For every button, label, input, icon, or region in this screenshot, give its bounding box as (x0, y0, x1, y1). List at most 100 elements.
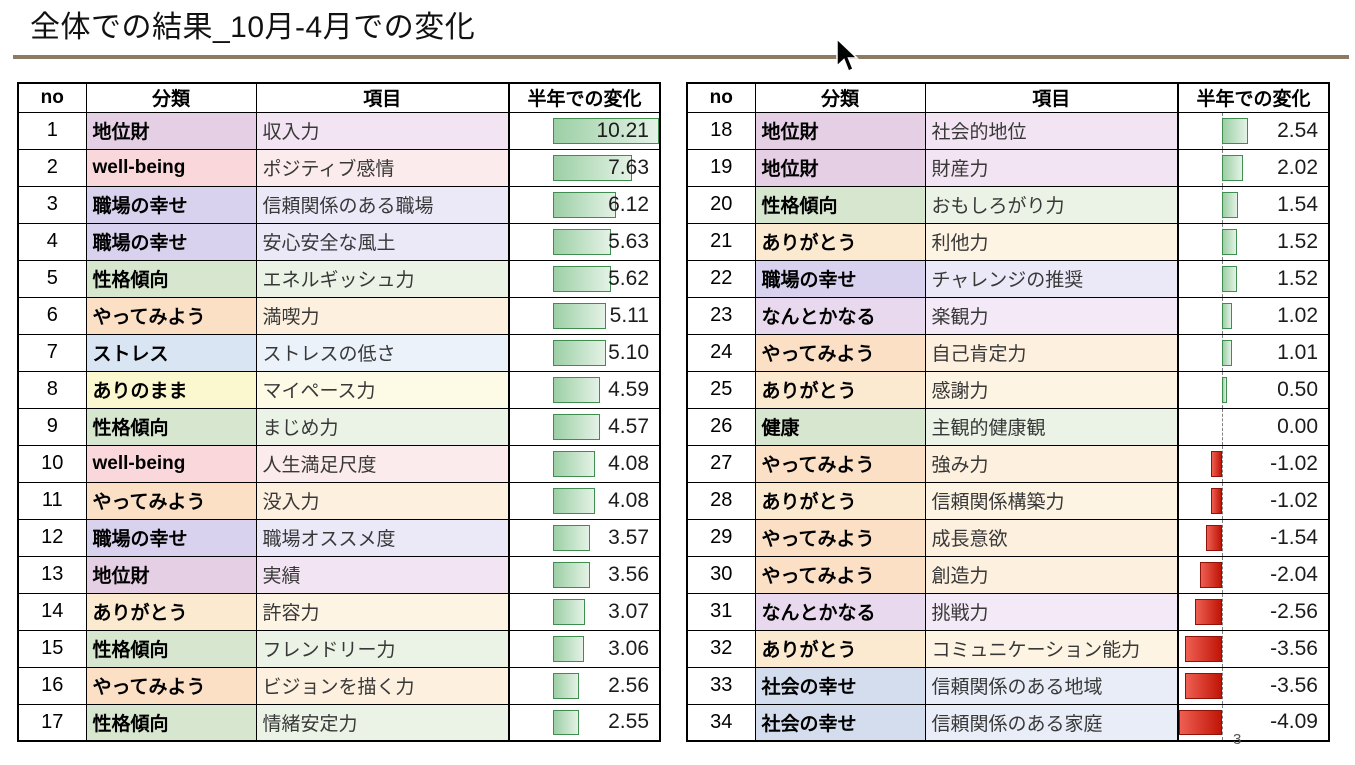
change-value: -1.02 (1270, 451, 1318, 475)
table-row: 16 やってみよう ビジョンを描く力 2.56 (17, 666, 661, 705)
change-cell: 1.54 (1177, 185, 1330, 224)
table-row: 4 職場の幸せ 安心安全な風土 5.63 (17, 222, 661, 261)
title-divider-line (13, 55, 1349, 59)
positive-change-bar (1221, 228, 1238, 255)
category-cell: ありがとう (754, 370, 926, 409)
positive-change-bar (552, 709, 580, 735)
row-number-cell: 29 (686, 518, 756, 557)
change-cell: 7.63 (508, 148, 661, 187)
row-number-cell: 15 (17, 629, 87, 668)
change-value: 0.50 (1277, 377, 1318, 401)
positive-change-bar (552, 265, 612, 292)
row-number-cell: 31 (686, 592, 756, 631)
item-cell: ビジョンを描く力 (255, 666, 510, 705)
change-value: 1.02 (1277, 303, 1318, 327)
item-cell: 許容力 (255, 592, 510, 631)
item-cell: おもしろがり力 (924, 185, 1179, 224)
positive-change-bar (552, 191, 617, 218)
change-cell: 1.52 (1177, 259, 1330, 298)
change-cell: 3.07 (508, 592, 661, 631)
category-cell: 性格傾向 (85, 629, 257, 668)
table-row: 3 職場の幸せ 信頼関係のある職場 6.12 (17, 185, 661, 224)
row-number-cell: 5 (17, 259, 87, 298)
change-value: 2.55 (608, 710, 649, 734)
table-row: 2 well-being ポジティブ感情 7.63 (17, 148, 661, 187)
positive-change-bar (552, 339, 606, 366)
positive-change-bar (1221, 302, 1233, 329)
category-cell: 性格傾向 (85, 259, 257, 298)
change-value: 3.56 (608, 562, 649, 586)
item-cell: 情緒安定力 (255, 703, 510, 742)
category-cell: やってみよう (754, 333, 926, 372)
row-number-cell: 25 (686, 370, 756, 409)
row-number-cell: 14 (17, 592, 87, 631)
item-cell: 収入力 (255, 111, 510, 150)
positive-change-bar (552, 376, 601, 403)
zero-axis-line (1221, 483, 1223, 518)
item-cell: エネルギッシュ力 (255, 259, 510, 298)
change-value: 1.52 (1277, 229, 1318, 253)
negative-change-bar (1184, 672, 1222, 699)
change-cell: 5.10 (508, 333, 661, 372)
change-cell: 10.21 (508, 111, 661, 150)
zero-axis-line (1221, 446, 1223, 481)
category-cell: やってみよう (754, 518, 926, 557)
table-row: 1 地位財 収入力 10.21 (17, 111, 661, 150)
row-number-cell: 19 (686, 148, 756, 187)
change-value: -3.56 (1270, 636, 1318, 660)
change-cell: 4.59 (508, 370, 661, 409)
item-cell: フレンドリー力 (255, 629, 510, 668)
change-value: 5.62 (608, 266, 649, 290)
change-cell: -3.56 (1177, 666, 1330, 705)
change-value: 2.54 (1277, 118, 1318, 142)
category-cell: 性格傾向 (754, 185, 926, 224)
category-cell: ありがとう (85, 592, 257, 631)
item-cell: 強み力 (924, 444, 1179, 483)
right-table-container: no 分類 項目 半年での変化 18 地位財 社会的地位 2.54 19 地位財 財産力 2.02 20… (686, 82, 1330, 742)
row-number-cell: 10 (17, 444, 87, 483)
row-number-cell: 26 (686, 407, 756, 446)
category-cell: やってみよう (754, 444, 926, 483)
row-number-cell: 17 (17, 703, 87, 742)
positive-change-bar (1221, 117, 1249, 144)
change-value: -4.09 (1270, 710, 1318, 734)
change-value: 5.10 (608, 340, 649, 364)
item-cell: コミュニケーション能力 (924, 629, 1179, 668)
change-cell: 0.00 (1177, 407, 1330, 446)
table-row: 11 やってみよう 没入力 4.08 (17, 481, 661, 520)
item-cell: 主観的健康観 (924, 407, 1179, 446)
change-value: 6.12 (608, 192, 649, 216)
positive-change-bar (552, 450, 596, 477)
change-value: 2.56 (608, 673, 649, 697)
category-cell: ストレス (85, 333, 257, 372)
zero-axis-line (1221, 705, 1223, 740)
change-value: 3.07 (608, 599, 649, 623)
positive-change-bar (1221, 191, 1238, 218)
row-number-cell: 13 (17, 555, 87, 594)
positive-change-bar (552, 154, 633, 181)
positive-change-bar (552, 117, 659, 144)
positive-change-bar (552, 228, 612, 255)
negative-change-bar (1194, 598, 1222, 625)
table-row: 29 やってみよう 成長意欲 -1.54 (686, 518, 1330, 557)
category-cell: 健康 (754, 407, 926, 446)
change-value: -1.54 (1270, 525, 1318, 549)
change-cell: 3.56 (508, 555, 661, 594)
item-cell: 信頼関係のある家庭 (924, 703, 1179, 742)
category-cell: ありがとう (754, 629, 926, 668)
category-cell: 地位財 (85, 111, 257, 150)
left-table-container: no 分類 項目 半年での変化 1 地位財 収入力 10.21 2 well-being ポジティブ… (17, 82, 661, 742)
table-row: 6 やってみよう 満喫力 5.11 (17, 296, 661, 335)
change-value: 1.54 (1277, 192, 1318, 216)
positive-change-bar (1221, 376, 1227, 403)
item-cell: ストレスの低さ (255, 333, 510, 372)
change-value: 1.01 (1277, 340, 1318, 364)
change-cell: -2.56 (1177, 592, 1330, 631)
row-number-cell: 11 (17, 481, 87, 520)
positive-change-bar (1221, 265, 1238, 292)
item-cell: 社会的地位 (924, 111, 1179, 150)
column-header-no: no (17, 82, 87, 113)
row-number-cell: 32 (686, 629, 756, 668)
category-cell: 地位財 (754, 111, 926, 150)
table-row: 13 地位財 実績 3.56 (17, 555, 661, 594)
